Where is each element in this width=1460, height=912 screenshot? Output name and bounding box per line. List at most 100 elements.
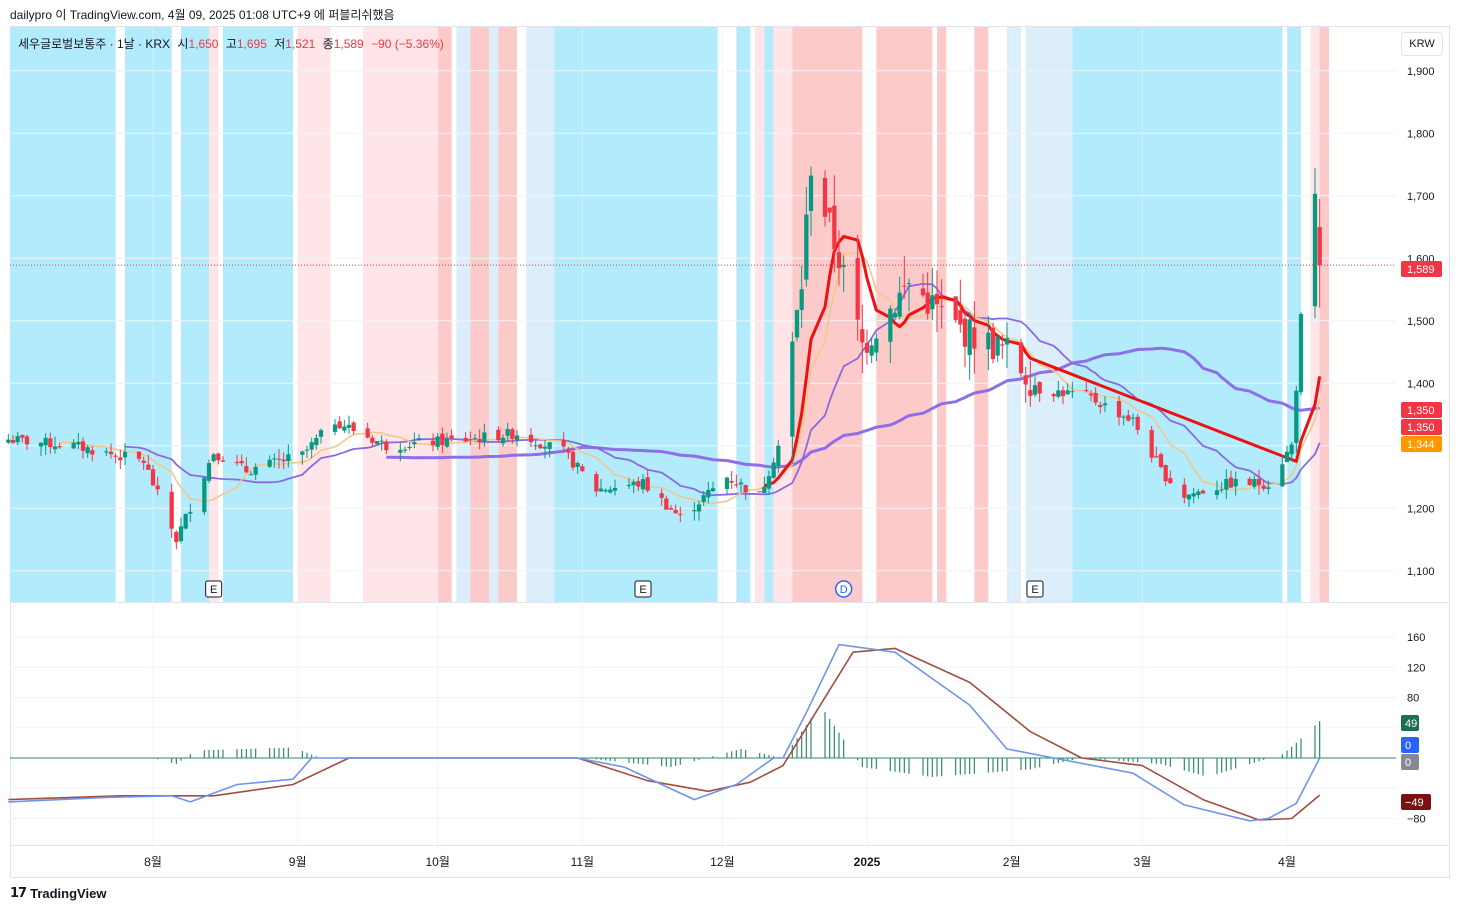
candle-body [1196,491,1201,496]
candle-body [995,336,1000,356]
candle-body [888,308,893,342]
candle-body [318,429,324,437]
earnings-marker [205,580,223,598]
candle-body [342,426,347,431]
macd-value-label: 0 [1405,740,1411,752]
candle-body [365,428,370,438]
candle-body [482,432,487,443]
candle-body [1004,338,1010,345]
candle-body [1051,394,1056,397]
regime-band [974,27,989,602]
candle-body [122,451,128,458]
ma-60-line [124,283,1321,497]
candle-body [1247,478,1252,485]
candle-body [505,429,510,436]
legend-high: 1,695 [236,37,267,51]
candle-body [71,442,76,449]
time-axis-label: 9월 [289,855,307,869]
candle-body [612,487,618,491]
legend-symbol[interactable]: 세우글로벌보통주 · 1날 · KRX [18,37,171,51]
price-axis-label: 1,200 [1407,503,1435,515]
candle-body [808,175,814,211]
dividend-marker [834,580,853,598]
candle-body [216,453,221,461]
candle-body [547,442,552,449]
candle-body [860,329,865,343]
candle-body [402,449,408,451]
earnings-marker [1026,580,1044,598]
candle-body [570,451,576,468]
candle-body [48,438,53,448]
candle-body [934,293,940,305]
candle-body [631,481,636,486]
candle-body [281,459,286,462]
candle-body [538,444,543,449]
regime-band [736,27,751,602]
event-marker-label: D [840,584,848,596]
regime-band [223,27,293,602]
candle-body [1294,390,1299,443]
candle-body [1028,390,1033,396]
candle-body [897,292,902,317]
candle-body [729,480,734,483]
candle-body [986,332,991,350]
candle-body [724,477,730,489]
candle-body [113,455,118,457]
candle-body [398,449,403,453]
candle-body [80,441,86,451]
candle-body [1256,478,1262,486]
macd-value-tag [1401,737,1419,753]
candle-body [1312,193,1318,307]
candle-body [174,531,179,543]
currency-button[interactable]: KRW [1401,32,1443,56]
time-axis-label: 12월 [710,855,734,869]
candle-body [580,466,585,472]
price-tag [1401,419,1442,435]
candle-body [832,205,837,249]
candle-body [598,488,604,492]
candle-body [337,421,342,429]
candle-body [314,437,319,446]
regime-band [209,27,219,602]
regime-band [297,27,331,602]
candle-body [188,512,193,514]
candle-body [183,513,188,529]
candle-body [528,434,534,443]
macd-value-label: 0 [1405,757,1411,769]
candle-body [701,495,706,502]
time-axis-label: 2월 [1003,855,1021,869]
candle-body [416,438,422,441]
candle-body [1214,490,1220,496]
candle-body [930,295,935,310]
candle-body [696,504,702,512]
legend-change: −90 (−5.36%) [371,37,444,51]
publish-header: dailypro 이 TradingView.com, 4월 09, 2025 … [10,8,395,22]
candle-body [1000,344,1005,346]
regime-band [1025,27,1073,602]
candle-body [346,424,352,428]
tradingview-footer[interactable]: 𝟭𝟳 TradingView [10,885,106,901]
candle-body [332,424,338,432]
candle-body [472,438,478,440]
candle-body [1298,313,1304,393]
candle-body [38,442,44,447]
candle-body [477,438,482,442]
candle-body [202,477,207,513]
candle-body [575,463,580,467]
symbol-legend: 세우글로벌보통주 · 1날 · KRX 시1,650 고1,695 저1,521… [18,35,444,52]
candle-body [1102,403,1108,406]
candle-body [1154,456,1159,458]
candle-body [594,474,599,492]
candle-body [85,447,90,454]
candle-body [1135,416,1140,430]
candle-body [150,469,156,486]
candle-body [1280,464,1285,487]
candle-body [1065,390,1070,395]
candle-body [1149,430,1154,458]
candle-body [1130,417,1136,419]
candle-body [1070,391,1075,393]
candle-body [1284,451,1290,463]
candle-body [692,510,697,512]
price-axis-label: 1,700 [1407,191,1435,203]
